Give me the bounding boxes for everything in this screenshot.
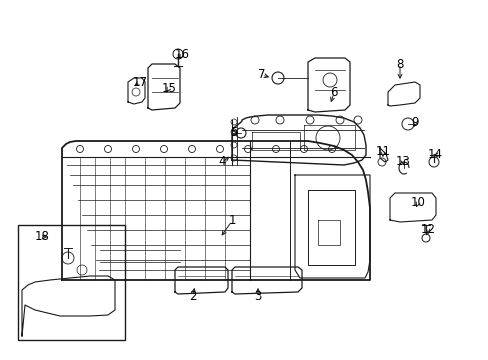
Text: 14: 14 (427, 148, 442, 162)
Text: 3: 3 (254, 289, 261, 302)
Text: 17: 17 (132, 76, 147, 89)
Text: 18: 18 (35, 230, 49, 243)
Text: 6: 6 (329, 86, 337, 99)
Bar (18, 225, 125, 340)
Text: 10: 10 (410, 197, 425, 210)
Text: 11: 11 (375, 145, 390, 158)
Text: 4: 4 (218, 156, 225, 168)
Text: 8: 8 (395, 58, 403, 71)
Text: 16: 16 (174, 49, 189, 62)
Text: 13: 13 (395, 156, 409, 168)
Text: 7: 7 (258, 68, 265, 81)
Text: 1: 1 (228, 215, 235, 228)
Text: 2: 2 (189, 289, 196, 302)
Text: 12: 12 (420, 224, 435, 237)
Text: 9: 9 (410, 117, 418, 130)
Text: 5: 5 (230, 126, 237, 139)
Text: 15: 15 (161, 81, 176, 94)
